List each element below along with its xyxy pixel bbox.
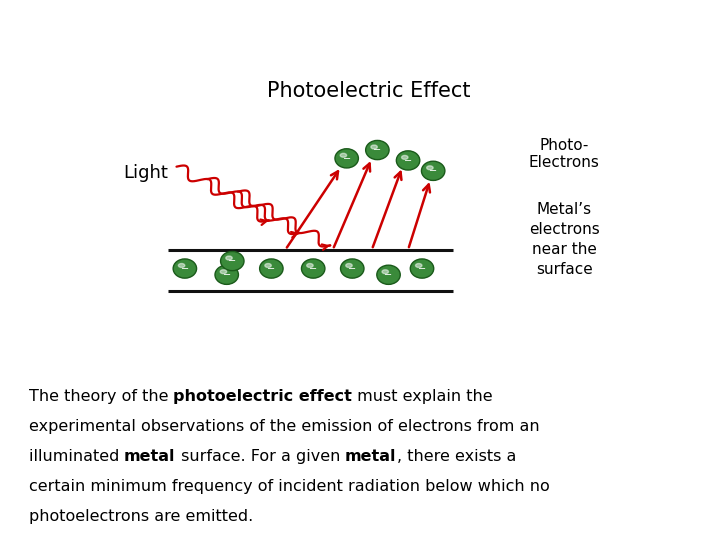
Text: −: − [373,145,382,156]
Ellipse shape [220,252,244,271]
Text: −: − [343,154,351,164]
Ellipse shape [415,264,422,267]
Ellipse shape [179,264,185,267]
Text: Photoelectric Effect: Photoelectric Effect [267,82,471,102]
Ellipse shape [410,259,433,278]
Ellipse shape [366,140,389,160]
Text: photoelectric effect: photoelectric effect [174,389,352,404]
Text: Photo-
Electrons: Photo- Electrons [529,138,600,171]
Ellipse shape [377,265,400,285]
Ellipse shape [265,264,271,267]
Text: −: − [404,156,412,166]
Text: −: − [418,264,426,274]
Ellipse shape [382,270,389,274]
Ellipse shape [402,156,408,159]
Text: Metal’s
electrons
near the
surface: Metal’s electrons near the surface [529,202,600,276]
Ellipse shape [371,145,377,149]
Ellipse shape [427,166,433,170]
Ellipse shape [346,264,352,267]
Ellipse shape [302,259,325,278]
Text: −: − [267,264,276,274]
Text: −: − [222,270,231,280]
Text: photoelectrons are emitted.: photoelectrons are emitted. [29,509,253,524]
Text: illuminated: illuminated [29,449,124,464]
Ellipse shape [396,151,420,170]
Ellipse shape [307,264,313,267]
Text: −: − [228,256,236,267]
Ellipse shape [340,153,346,157]
Text: certain minimum frequency of incident radiation below which no: certain minimum frequency of incident ra… [29,480,549,494]
Text: metal: metal [124,449,176,464]
Ellipse shape [260,259,283,278]
Ellipse shape [173,259,197,278]
Text: experimental observations of the emission of electrons from an: experimental observations of the emissio… [29,419,539,434]
Text: must explain the: must explain the [352,389,492,404]
Text: surface. For a given: surface. For a given [176,449,345,464]
Text: −: − [309,264,318,274]
Text: The theory of the: The theory of the [29,389,174,404]
Ellipse shape [226,256,233,260]
Text: −: − [348,264,356,274]
Ellipse shape [215,265,238,285]
Ellipse shape [341,259,364,278]
Ellipse shape [335,148,359,168]
Text: , there exists a: , there exists a [397,449,516,464]
Text: Light: Light [124,164,168,182]
Text: −: − [384,270,392,280]
Ellipse shape [220,270,227,274]
Ellipse shape [421,161,445,180]
Text: −: − [181,264,189,274]
Text: metal: metal [345,449,397,464]
Text: −: − [429,166,437,176]
